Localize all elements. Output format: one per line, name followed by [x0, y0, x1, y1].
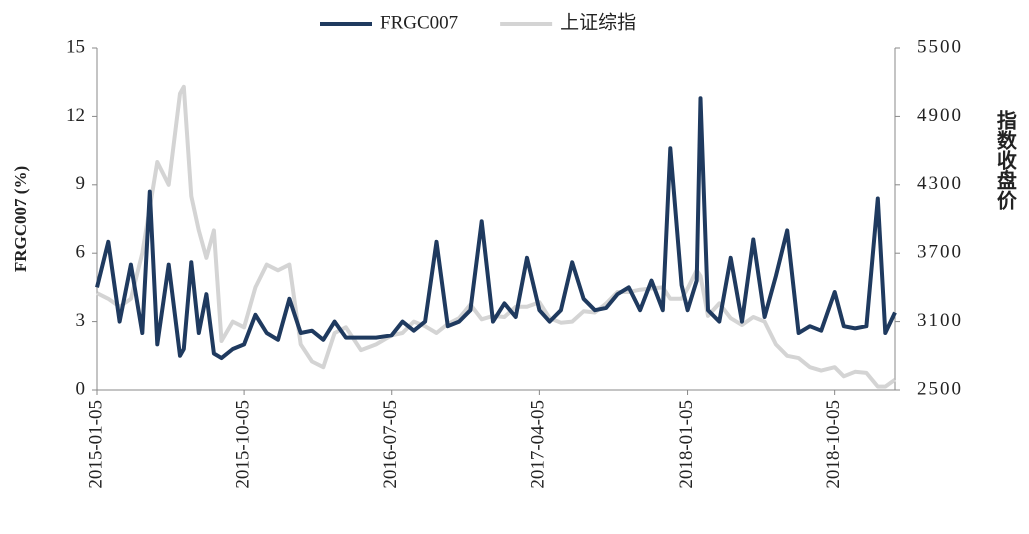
y2-tick-label: 4300: [917, 173, 963, 194]
y-tick-label: 9: [76, 173, 86, 194]
y-tick-label: 15: [66, 36, 85, 57]
x-tick-label: 2018-10-05: [823, 400, 844, 489]
x-tick-label: 2017-04-05: [528, 400, 549, 489]
series-line: [96, 84, 897, 389]
y2-tick-label: 5500: [917, 36, 963, 57]
series-line: [95, 96, 897, 361]
y-tick-label: 6: [76, 242, 86, 263]
x-tick-label: 2015-01-05: [85, 400, 106, 489]
y2-tick-label: 3100: [917, 310, 963, 331]
legend-label: 上证综指: [560, 11, 636, 33]
x-tick-label: 2016-07-05: [380, 400, 401, 489]
x-tick-label: 2015-10-05: [232, 400, 253, 489]
x-tick-label: 2018-01-05: [676, 400, 697, 489]
legend-label: FRGC007: [380, 12, 458, 33]
y2-tick-label: 3700: [917, 242, 963, 263]
y-tick-label: 3: [76, 310, 86, 331]
y2-tick-label: 2500: [917, 378, 963, 399]
y-tick-label: 12: [66, 105, 85, 126]
y2-axis-label: 指数收盘价: [993, 109, 1016, 211]
y-axis-label: FRGC007 (%): [11, 166, 30, 272]
y-tick-label: 0: [76, 378, 86, 399]
y2-tick-label: 4900: [917, 105, 963, 126]
